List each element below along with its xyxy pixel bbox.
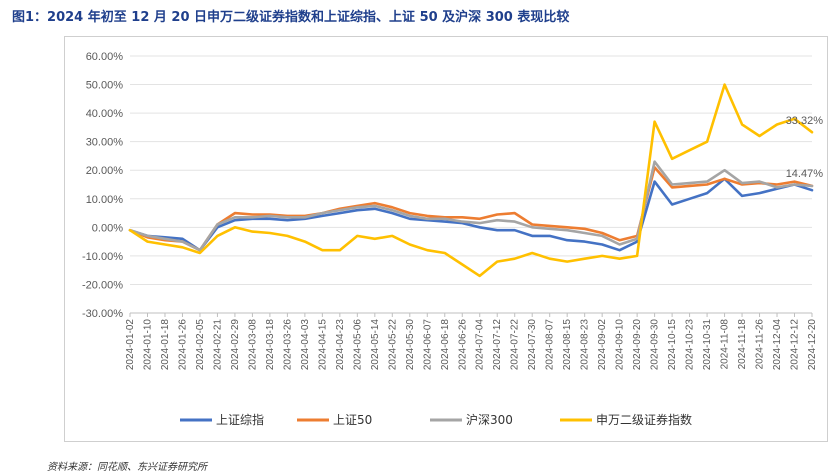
series-line-2: [128, 160, 814, 252]
x-tick-label: 2024-03-26: [282, 319, 293, 371]
y-tick-label: -30.00%: [82, 308, 123, 320]
end-value-labels: 33.32% 14.47%: [786, 115, 824, 180]
legend-label: 沪深300: [466, 413, 513, 427]
x-tick-label: 2024-09-30: [650, 319, 661, 371]
x-tick-label: 2024-12-12: [790, 319, 801, 371]
y-tick-label: 10.00%: [86, 194, 124, 206]
x-tick-label: 2024-09-10: [615, 319, 626, 371]
chart-frame: [64, 36, 828, 442]
x-tick-label: 2024-11-18: [737, 319, 748, 370]
x-tick-label: 2024-09-02: [597, 319, 608, 371]
x-tick-label: 2024-12-04: [772, 319, 783, 371]
x-tick-label: 2024-12-20: [807, 319, 818, 371]
y-tick-label: 50.00%: [86, 80, 124, 92]
x-tick-label: 2024-04-23: [335, 319, 346, 371]
y-tick-label: -10.00%: [82, 251, 123, 263]
x-tick-label: 2024-05-30: [405, 319, 416, 371]
x-tick-label: 2024-08-07: [545, 319, 556, 371]
series-line-1: [128, 166, 814, 252]
x-tick-label: 2024-05-22: [387, 319, 398, 371]
x-tick-label: 2024-01-02: [125, 319, 136, 371]
x-tick-label: 2024-03-08: [247, 319, 258, 371]
x-tick-label: 2024-11-26: [755, 319, 766, 370]
figure-title: 图1：2024 年初至 12 月 20 日申万二级证券指数和上证综指、上证 50…: [12, 10, 570, 25]
y-tick-label: 60.00%: [86, 51, 124, 63]
y-axis-ticks: 60.00% 50.00% 40.00% 30.00% 20.00% 10.00% 0.00…: [82, 51, 123, 320]
x-tick-label: 2024-07-12: [492, 319, 503, 371]
x-tick-label: 2024-10-23: [685, 319, 696, 371]
x-tick-label: 2024-09-20: [632, 319, 643, 371]
series-lines: [128, 83, 814, 278]
end-value-label: 33.32%: [786, 115, 824, 127]
x-tick-label: 2024-03-18: [265, 319, 276, 371]
y-tick-label: 40.00%: [86, 108, 124, 120]
x-tick-label: 2024-05-14: [370, 319, 381, 371]
legend-label: 上证综指: [216, 412, 264, 427]
x-tick-label: 2024-02-05: [195, 319, 206, 371]
x-tick-label: 2024-01-26: [177, 319, 188, 371]
x-tick-label: 2024-07-04: [475, 319, 486, 371]
x-tick-label: 2024-06-26: [457, 319, 468, 371]
x-tick-label: 2024-06-18: [440, 319, 451, 371]
legend: 上证综指 上证50 沪深300 申万二级证券指数: [180, 412, 692, 427]
end-value-label: 14.47%: [786, 168, 824, 180]
x-tick-label: 2024-07-22: [510, 319, 521, 371]
x-tick-label: 2024-08-23: [580, 319, 591, 371]
y-tick-label: -20.00%: [82, 279, 123, 291]
x-tick-label: 2024-02-21: [212, 319, 223, 371]
x-axis-ticks: 2024-01-02 2024-01-10 2024-01-18 2024-01-26…: [125, 312, 818, 371]
x-tick-label: 2024-04-15: [317, 319, 328, 371]
y-tick-label: 20.00%: [86, 165, 124, 177]
x-tick-label: 2024-04-03: [300, 319, 311, 371]
source-note: 资料来源：同花顺、东兴证券研究所: [47, 462, 207, 473]
x-tick-label: 2024-10-15: [667, 319, 678, 371]
series-line-0: [128, 177, 814, 252]
x-tick-label: 2024-01-18: [160, 319, 171, 371]
x-tick-label: 2024-08-15: [562, 319, 573, 371]
y-tick-label: 0.00%: [92, 222, 123, 234]
x-tick-label: 2024-05-06: [352, 319, 363, 371]
x-tick-label: 2024-02-29: [230, 319, 241, 371]
x-tick-label: 2024-01-10: [142, 319, 153, 371]
series-line-3: [128, 83, 814, 278]
legend-label: 上证50: [333, 413, 372, 427]
y-tick-label: 30.00%: [86, 137, 124, 149]
x-tick-label: 2024-10-31: [702, 319, 713, 371]
x-tick-label: 2024-06-07: [422, 319, 433, 371]
x-tick-label: 2024-11-08: [720, 319, 731, 370]
x-tick-label: 2024-07-30: [527, 319, 538, 371]
legend-label: 申万二级证券指数: [596, 412, 692, 427]
